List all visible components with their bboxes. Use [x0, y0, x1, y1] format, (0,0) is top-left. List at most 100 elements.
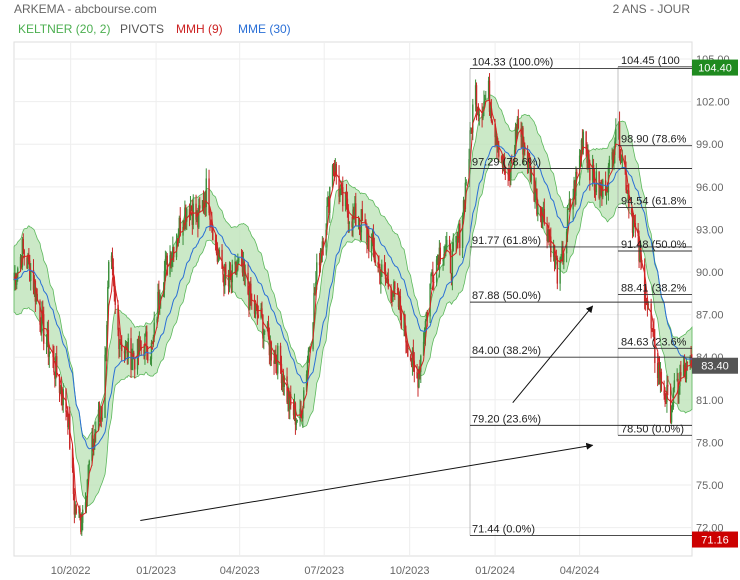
candle-body [267, 323, 270, 337]
candle-body [581, 140, 584, 150]
candle-body [61, 396, 63, 406]
candle-body [501, 159, 504, 168]
candle-body [134, 357, 136, 370]
candle-body [468, 159, 470, 183]
candle-body [680, 372, 682, 376]
candle-body [347, 212, 350, 224]
candle-body [572, 197, 574, 210]
candle-body [117, 304, 119, 330]
legend-mme[interactable]: MME (30) [238, 22, 291, 36]
grid [14, 42, 692, 556]
candle-body [483, 101, 485, 111]
candle-body [165, 255, 168, 259]
candle-body [98, 409, 101, 420]
candle-body [133, 352, 135, 358]
candle-body [683, 364, 686, 372]
y-tick-label: 81.00 [696, 395, 724, 407]
candle-body [173, 246, 175, 258]
candle-body [279, 345, 282, 364]
candle-body [529, 160, 532, 181]
candle-body [638, 236, 640, 262]
candle-body [591, 164, 594, 181]
candle-body [673, 380, 676, 389]
candle-body [396, 288, 399, 290]
candle-body [406, 342, 408, 347]
candle-body [321, 241, 324, 252]
candle-body [257, 314, 259, 318]
candle-body [658, 366, 661, 384]
candle-body [294, 403, 297, 425]
candle-body [248, 294, 250, 309]
candle-body [241, 258, 244, 273]
candle-body [212, 225, 214, 241]
candle-body [465, 182, 468, 184]
legend-pivots[interactable]: PIVOTS [120, 22, 164, 36]
candle-body [671, 407, 674, 410]
candle-body [121, 343, 123, 352]
candle-body [645, 304, 648, 305]
candle-body [373, 248, 376, 261]
candle-body [458, 223, 460, 238]
candle-body [292, 405, 295, 416]
candle-body [617, 122, 620, 130]
x-tick-label: 10/2023 [390, 565, 430, 577]
candle-body [536, 188, 538, 215]
fib-left-label: 104.33 (100.0%) [472, 57, 553, 69]
candle-body [108, 261, 110, 288]
candle-body [368, 234, 370, 251]
candle-body [526, 151, 529, 168]
price-tag-box [692, 357, 738, 374]
trend-arrows [140, 305, 594, 521]
candle-body [445, 246, 447, 253]
candle-body [313, 292, 315, 323]
candle-body [99, 416, 102, 420]
candle-body [43, 314, 45, 344]
candle-body [650, 303, 652, 329]
x-tick-label: 01/2023 [136, 565, 176, 577]
candle-body [314, 292, 316, 294]
candle-body [631, 212, 634, 233]
legend-mmh[interactable]: MMH (9) [176, 22, 223, 36]
candle-body [247, 272, 249, 295]
legend-keltner[interactable]: KELTNER (20, 2) [18, 22, 110, 36]
candle-body [221, 249, 223, 269]
candle-body [567, 208, 570, 210]
candle-body [269, 341, 272, 356]
x-tick-label: 01/2024 [475, 565, 515, 577]
candle-body [568, 199, 571, 210]
candle-body [442, 258, 444, 262]
candle-body [608, 159, 611, 167]
candle-body [644, 301, 647, 305]
candle-body [397, 289, 400, 307]
candle-body [169, 255, 171, 275]
candle-body [40, 324, 42, 334]
candle-body [457, 235, 459, 238]
candle-body [204, 201, 207, 208]
candle-body [216, 253, 219, 262]
candle-body [263, 331, 265, 339]
candle-body [657, 366, 660, 379]
candle-body [579, 155, 582, 157]
candle-body [628, 190, 630, 209]
candle-body [393, 281, 395, 297]
candle-body [533, 168, 535, 201]
candle-body [199, 205, 201, 209]
candle-body [159, 300, 161, 305]
candle-body [380, 276, 382, 284]
candle-body [578, 155, 581, 175]
mme-line [13, 144, 693, 450]
candle-body [153, 322, 155, 338]
candle-body [455, 236, 457, 243]
candle-body [462, 200, 465, 219]
candle-body [485, 97, 487, 100]
candle-body [437, 257, 440, 270]
candle-body [511, 160, 513, 163]
candle-body [438, 247, 441, 270]
candle-body [320, 250, 323, 252]
candle-body [599, 184, 601, 198]
fib-left-label: 84.00 (38.2%) [472, 345, 541, 357]
candle-body [627, 190, 629, 192]
indicator-legend: KELTNER (20, 2) PIVOTS MMH (9) MME (30) [18, 22, 291, 36]
candle-body [413, 360, 415, 372]
candle-body [139, 339, 142, 348]
